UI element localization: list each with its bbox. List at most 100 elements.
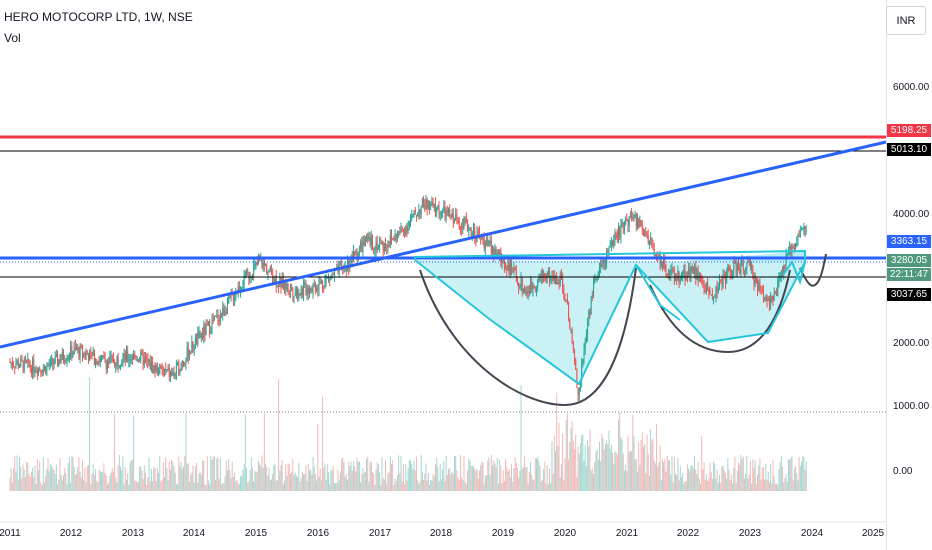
candle-body: [473, 227, 474, 233]
volume-bar: [287, 463, 289, 491]
candle-body: [55, 354, 57, 357]
candle-body: [576, 369, 578, 388]
volume-bar: [399, 473, 401, 491]
volume-bar: [390, 464, 392, 491]
candle-body: [131, 359, 133, 361]
volume-bar: [229, 469, 231, 491]
volume-bar: [92, 464, 94, 491]
volume-bar: [439, 464, 441, 491]
candle-body: [112, 356, 114, 363]
candle-body: [697, 270, 699, 282]
candle-body: [417, 215, 419, 217]
volume-bar: [205, 484, 207, 491]
volume-bar: [724, 472, 726, 491]
volume-bar: [591, 468, 593, 491]
candle-body: [210, 330, 212, 333]
volume-bar: [444, 480, 446, 491]
volume-bar: [600, 461, 602, 491]
candle-body: [545, 276, 547, 279]
volume-bar: [417, 480, 419, 491]
candle-body: [78, 347, 80, 358]
currency-button[interactable]: INR: [886, 6, 926, 35]
y-tick-2000: 2000.00: [893, 338, 930, 349]
candle-body: [585, 334, 587, 343]
candle-body: [368, 237, 370, 240]
candle-body: [404, 230, 406, 235]
candle-body: [261, 257, 263, 268]
volume-bar: [86, 466, 88, 491]
volume-bar: [502, 470, 504, 491]
volume-bar: [804, 469, 806, 491]
price-label-current: 3280.05: [887, 254, 931, 267]
candle-body: [148, 360, 150, 362]
candle-body: [267, 271, 269, 275]
volume-bar: [617, 419, 619, 491]
candle-body: [462, 218, 464, 230]
candle-body: [179, 371, 181, 374]
candle-body: [709, 293, 711, 295]
volume-bar: [771, 484, 773, 491]
candle-body: [64, 360, 66, 363]
volume-bar: [273, 465, 275, 491]
candle-body: [304, 282, 306, 286]
volume-bar: [306, 480, 308, 491]
volume-bar: [40, 482, 42, 491]
candle-body: [291, 286, 293, 291]
candle-body: [43, 366, 45, 370]
volume-bar: [745, 474, 747, 491]
candle-body: [594, 278, 596, 283]
pattern-neckline: [635, 264, 681, 321]
volume-bar: [295, 475, 297, 491]
volume-bar: [298, 463, 300, 491]
volume-bar: [255, 472, 257, 491]
candle-body: [514, 268, 516, 270]
volume-bar: [335, 483, 337, 491]
volume-bar: [171, 459, 173, 491]
volume-bar: [553, 435, 555, 491]
candle-body: [652, 241, 654, 250]
volume-bar: [761, 467, 763, 491]
candle-body: [477, 231, 479, 233]
volume-bar: [355, 471, 357, 491]
volume-bar: [543, 468, 545, 491]
candle-body: [571, 329, 573, 343]
candle-body: [419, 210, 421, 214]
volume-bar: [514, 457, 516, 491]
volume-bar: [620, 437, 622, 491]
volume-bar: [326, 464, 328, 491]
volume-bar: [770, 464, 772, 491]
candle-body: [530, 282, 532, 294]
volume-bar: [496, 457, 498, 491]
volume-bar: [49, 463, 51, 491]
volume-bar: [144, 473, 146, 491]
candle-body: [34, 371, 36, 373]
volume-bar: [579, 443, 581, 491]
volume-bar: [362, 468, 364, 491]
volume-bar: [230, 477, 232, 491]
candle-body: [746, 262, 748, 268]
candle-body: [234, 297, 236, 301]
candle-body: [701, 276, 703, 280]
candle-body: [743, 270, 745, 272]
volume-bar: [544, 461, 546, 491]
volume-bar: [257, 460, 259, 491]
volume-bar: [314, 473, 316, 491]
volume-bar: [511, 464, 513, 491]
candle-body: [637, 218, 639, 227]
volume-bar: [735, 482, 737, 491]
volume-bar: [32, 467, 34, 491]
volume-bar: [635, 459, 637, 491]
candle-body: [52, 358, 54, 364]
candle-body: [17, 361, 19, 368]
volume-bar: [174, 472, 176, 491]
candle-body: [570, 329, 572, 331]
volume-bar: [415, 456, 417, 491]
volume-bar: [429, 484, 431, 491]
volume-bar: [297, 477, 299, 491]
candle-body: [785, 254, 787, 268]
volume-bar: [481, 461, 483, 491]
pattern-handle-zigzag: [782, 259, 806, 286]
candle-body: [753, 273, 755, 284]
candle-body: [381, 242, 383, 244]
